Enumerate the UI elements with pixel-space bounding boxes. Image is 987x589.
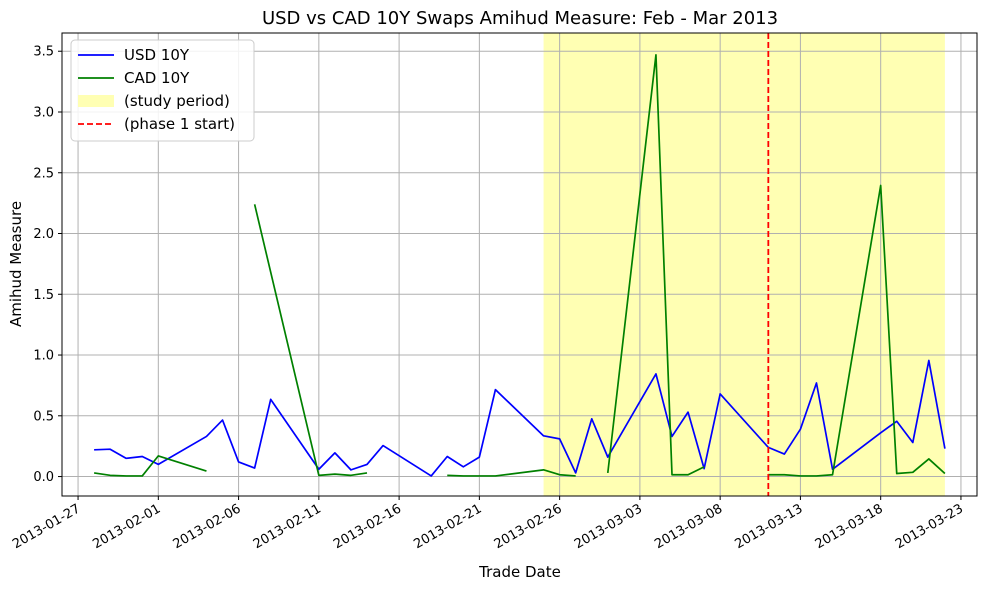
cad-10y-series-line — [253, 204, 368, 477]
legend-study-label: (study period) — [124, 92, 230, 110]
study-period-shading — [543, 33, 945, 496]
usd-10y-series-line — [94, 359, 946, 477]
legend-phase-label: (phase 1 start) — [124, 115, 235, 133]
legend-usd-label: USD 10Y — [124, 46, 190, 64]
cad-10y-series-line — [768, 184, 946, 477]
cad-10y-series-line — [606, 54, 705, 476]
plot-area — [62, 33, 977, 496]
x-axis-label: Trade Date — [478, 563, 561, 581]
legend-study-swatch — [78, 95, 114, 107]
y-tick-label: 2.0 — [33, 227, 54, 242]
legend-cad-label: CAD 10Y — [124, 69, 190, 87]
y-tick-label: 0.0 — [33, 470, 54, 485]
y-tick-label: 1.5 — [33, 288, 54, 303]
y-tick-label: 0.5 — [33, 409, 54, 424]
y-tick-label: 1.0 — [33, 349, 54, 364]
y-tick-label: 2.5 — [33, 166, 54, 181]
axes-frame — [61, 32, 978, 497]
y-tick-label: 3.5 — [33, 45, 54, 60]
legend: USD 10Y CAD 10Y (study period) (phase 1 … — [70, 39, 255, 142]
chart-title: USD vs CAD 10Y Swaps Amihud Measure: Feb… — [262, 8, 778, 29]
cad-10y-series-line — [93, 455, 207, 477]
cad-10y-series-line — [447, 469, 576, 477]
y-tick-label: 3.0 — [33, 105, 54, 120]
legend-frame — [70, 39, 255, 142]
y-axis-label: Amihud Measure — [7, 201, 25, 327]
